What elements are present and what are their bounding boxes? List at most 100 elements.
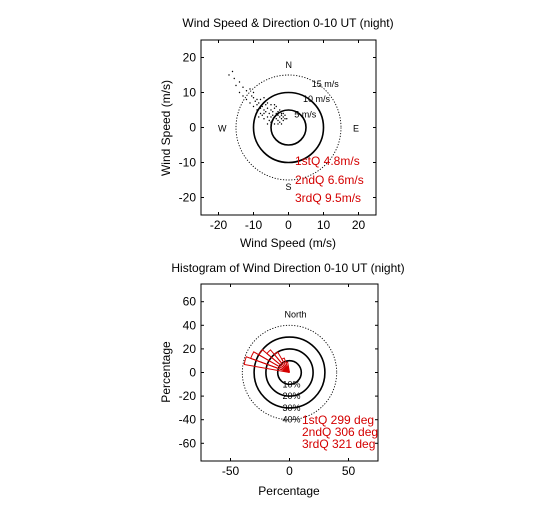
- chart2-sector-1: [250, 351, 290, 373]
- chart1-point-22: [268, 119, 270, 122]
- chart1-point-61: [280, 123, 283, 125]
- chart1-point-14: [261, 105, 263, 108]
- chart1-point-23: [268, 112, 270, 115]
- chart1-x-tick-0: -20: [210, 218, 228, 232]
- chart1-point-33: [275, 112, 277, 115]
- compass-east-label: E: [353, 124, 359, 134]
- chart1-point-66: [242, 95, 244, 97]
- chart1-y-axis-label: Wind Speed (m/s): [159, 80, 173, 176]
- compass-north-label: N: [286, 60, 293, 70]
- chart2-sector-4: [273, 351, 290, 373]
- chart1-point-63: [258, 116, 260, 118]
- chart1-point-18: [265, 111, 267, 113]
- chart1-point-62: [282, 112, 284, 115]
- chart1-x-tick-4: 20: [352, 218, 366, 232]
- chart2-x-axis-label: Percentage: [258, 484, 320, 498]
- chart2-sector-6: [285, 361, 290, 373]
- chart1-ticks: -20 -10 0 10 20 -20 -10 0 10 20: [179, 40, 376, 232]
- chart1-rings: [235, 74, 342, 181]
- chart2-ring-1: [265, 348, 314, 397]
- chart1-y-tick-4: 20: [183, 51, 197, 65]
- chart1-quartile-2: 2ndQ 6.6m/s: [295, 173, 364, 187]
- chart1-point-20: [266, 116, 269, 118]
- chart1-point-47: [284, 118, 286, 120]
- chart1-point-15: [261, 114, 263, 116]
- chart1-point-25: [270, 116, 272, 118]
- chart2-ring-label-1: 20%: [283, 391, 301, 401]
- compass-west-label: W: [218, 124, 227, 134]
- chart1-point-68: [252, 105, 255, 108]
- chart1-point-67: [228, 74, 230, 76]
- chart1-point-54: [263, 97, 265, 99]
- chart2-y-tick-2: -20: [179, 389, 197, 403]
- chart1-ring-label-0: 5 m/s: [294, 109, 317, 119]
- chart2-sectors: [243, 349, 290, 373]
- chart1-point-19: [265, 104, 267, 106]
- chart1-point-12: [259, 107, 262, 109]
- chart1-point-53: [245, 98, 248, 101]
- chart1-points: [228, 70, 288, 125]
- chart2-x-tick-2: 50: [342, 464, 356, 478]
- chart1-point-42: [280, 112, 283, 115]
- chart2-y-tick-5: 40: [183, 318, 197, 332]
- chart2-y-axis-label: Percentage: [159, 341, 173, 403]
- chart1-point-40: [279, 121, 281, 123]
- chart1-point-3: [242, 86, 244, 88]
- chart1-point-56: [256, 109, 258, 111]
- chart1-point-1: [233, 77, 235, 80]
- chart1-point-58: [277, 123, 279, 125]
- chart1-point-50: [266, 102, 269, 104]
- chart2-ring-label-2: 30%: [283, 403, 301, 413]
- chart2-title: Histogram of Wind Direction 0-10 UT (nig…: [171, 261, 404, 275]
- chart1-point-55: [270, 104, 272, 106]
- chart1-point-21: [266, 107, 269, 109]
- chart2-ring-labels: 10% 20% 30% 40%: [283, 379, 301, 424]
- chart2-ticks: -50 0 50 -60 -40 -20 0 20 40 60: [179, 284, 378, 478]
- chart2-y-tick-1: -40: [179, 413, 197, 427]
- chart2-sector-5: [281, 357, 290, 373]
- chart1-point-59: [273, 104, 276, 106]
- chart2-ring-label-3: 40%: [283, 415, 301, 425]
- chart1-point-69: [263, 112, 265, 115]
- chart1-point-2: [238, 81, 241, 83]
- chart1-point-27: [272, 111, 274, 113]
- chart2-y-tick-4: 20: [183, 342, 197, 356]
- chart2-y-tick-0: -60: [179, 436, 197, 450]
- wind-speed-chart: Wind Speed & Direction 0-10 UT (night) -…: [159, 16, 394, 250]
- chart1-quartile-1: 1stQ 4.8m/s: [295, 154, 360, 168]
- chart1-point-38: [277, 111, 279, 113]
- chart1-x-axis-label: Wind Speed (m/s): [240, 236, 336, 250]
- chart2-ring-0: [276, 359, 303, 386]
- chart1-point-26: [270, 121, 272, 123]
- chart1-point-5: [249, 88, 251, 90]
- chart1-point-60: [266, 123, 269, 125]
- chart1-ring-0: [270, 109, 307, 146]
- chart1-point-10: [256, 104, 258, 106]
- chart1-y-tick-3: 10: [183, 86, 197, 100]
- chart2-x-tick-0: -50: [222, 464, 240, 478]
- chart1-point-51: [259, 98, 262, 101]
- chart2-ring-3: [241, 324, 338, 421]
- chart2-quartile-2: 2ndQ 306 deg: [302, 425, 378, 439]
- chart2-rings: [241, 324, 338, 421]
- chart1-point-34: [275, 118, 277, 120]
- chart1-point-6: [251, 95, 253, 97]
- chart2-x-tick-1: 0: [286, 464, 293, 478]
- chart1-point-32: [273, 123, 276, 125]
- chart1-point-30: [273, 116, 276, 118]
- chart1-point-48: [284, 114, 286, 116]
- chart1-point-31: [273, 107, 276, 109]
- chart1-point-35: [275, 105, 277, 108]
- chart2-sector-0: [243, 356, 290, 373]
- wind-direction-histogram: Histogram of Wind Direction 0-10 UT (nig…: [159, 261, 405, 498]
- chart1-y-tick-1: -10: [179, 156, 197, 170]
- chart1-point-37: [277, 119, 279, 122]
- chart1-point-24: [270, 109, 272, 111]
- chart1-point-64: [238, 91, 241, 94]
- chart1-x-tick-3: 10: [317, 218, 331, 232]
- chart1-point-41: [279, 109, 281, 111]
- chart2-quartile-1: 1stQ 299 deg: [302, 413, 374, 427]
- chart1-point-9: [256, 98, 258, 101]
- compass-south-label: S: [286, 182, 292, 192]
- chart1-point-65: [235, 84, 237, 87]
